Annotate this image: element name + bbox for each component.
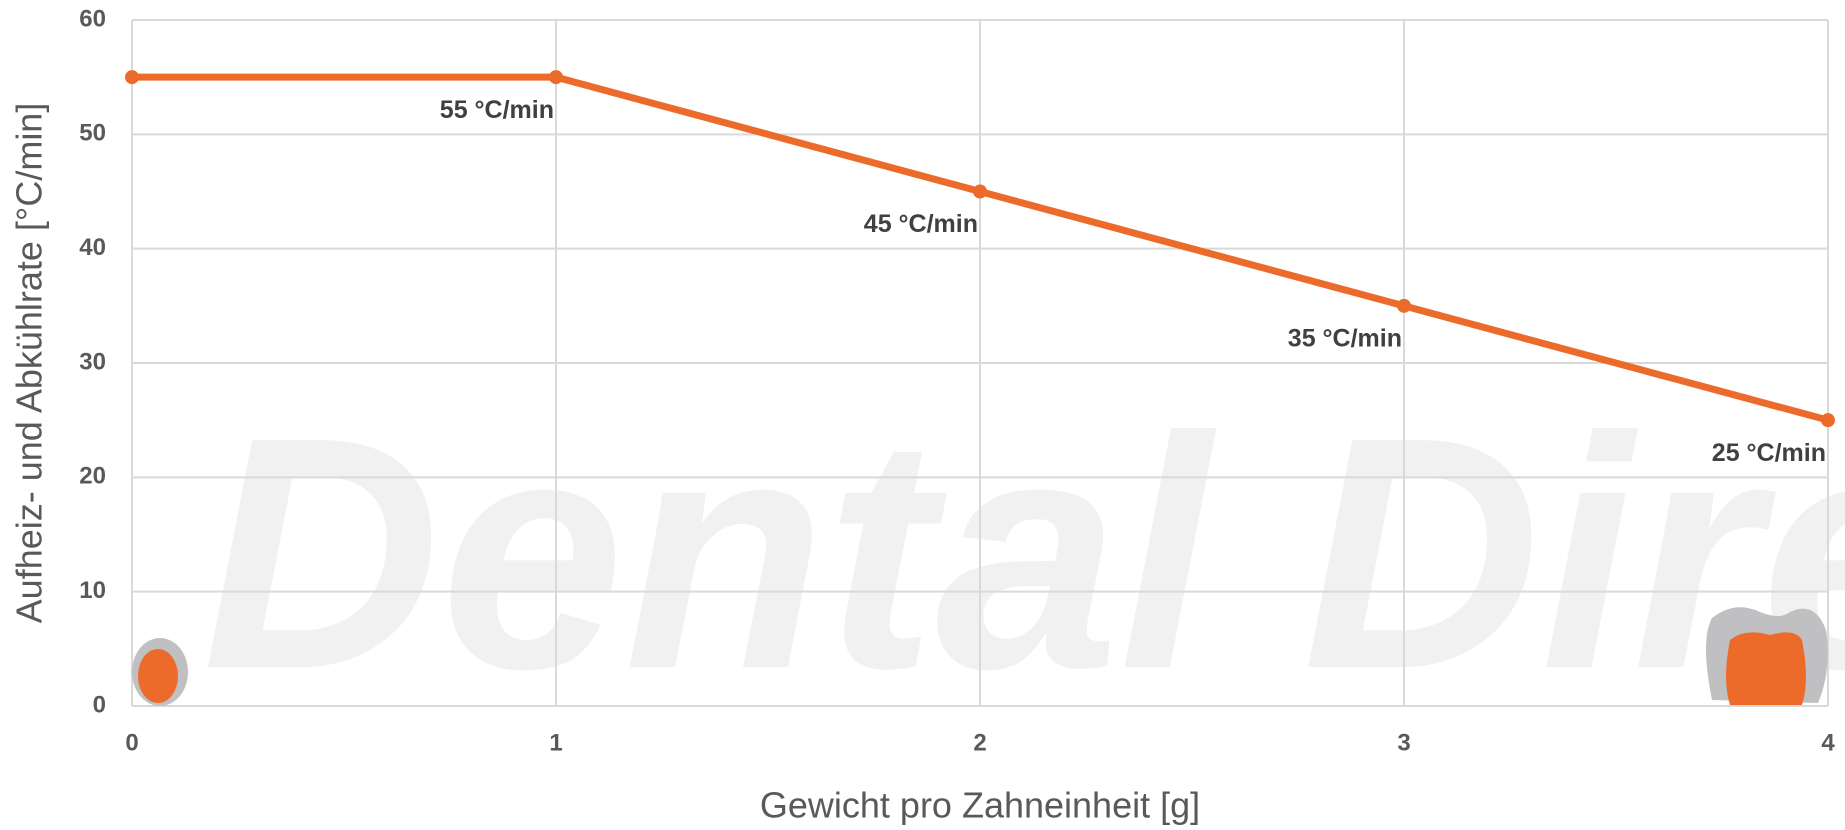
x-tick-label: 1 bbox=[549, 729, 562, 756]
y-axis-title: Aufheiz- und Abkühlrate [°C/min] bbox=[9, 103, 50, 624]
tooth-core bbox=[138, 649, 178, 703]
x-axis-title: Gewicht pro Zahneinheit [g] bbox=[760, 785, 1200, 826]
tooth-icon-small bbox=[132, 638, 188, 706]
tooth-core bbox=[1726, 632, 1806, 705]
point bbox=[1397, 298, 1411, 313]
data-label: 45 °C/min bbox=[864, 210, 978, 238]
x-tick-label: 0 bbox=[125, 729, 138, 756]
y-tick-label: 0 bbox=[93, 691, 106, 718]
data-label: 55 °C/min bbox=[440, 96, 554, 124]
x-tick-label: 3 bbox=[1397, 729, 1410, 756]
y-tick-label: 40 bbox=[79, 234, 106, 261]
watermark-group: Dental Direkt bbox=[202, 368, 1845, 737]
y-tick-label: 60 bbox=[79, 5, 106, 32]
watermark: Dental Direkt bbox=[202, 368, 1845, 737]
data-label: 35 °C/min bbox=[1288, 324, 1402, 352]
point bbox=[125, 70, 139, 85]
x-tick-label: 2 bbox=[973, 729, 986, 756]
y-tick-label: 10 bbox=[79, 577, 106, 604]
y-tick-label: 20 bbox=[79, 463, 106, 490]
point bbox=[549, 70, 563, 85]
data-label: 25 °C/min bbox=[1712, 439, 1826, 467]
tooth-icon-large bbox=[1706, 607, 1828, 705]
x-tick-label: 4 bbox=[1821, 729, 1835, 756]
point bbox=[973, 184, 987, 199]
y-tick-label: 50 bbox=[79, 120, 106, 147]
point bbox=[1821, 413, 1835, 428]
grid bbox=[131, 19, 1829, 707]
y-tick-label: 30 bbox=[79, 348, 106, 375]
